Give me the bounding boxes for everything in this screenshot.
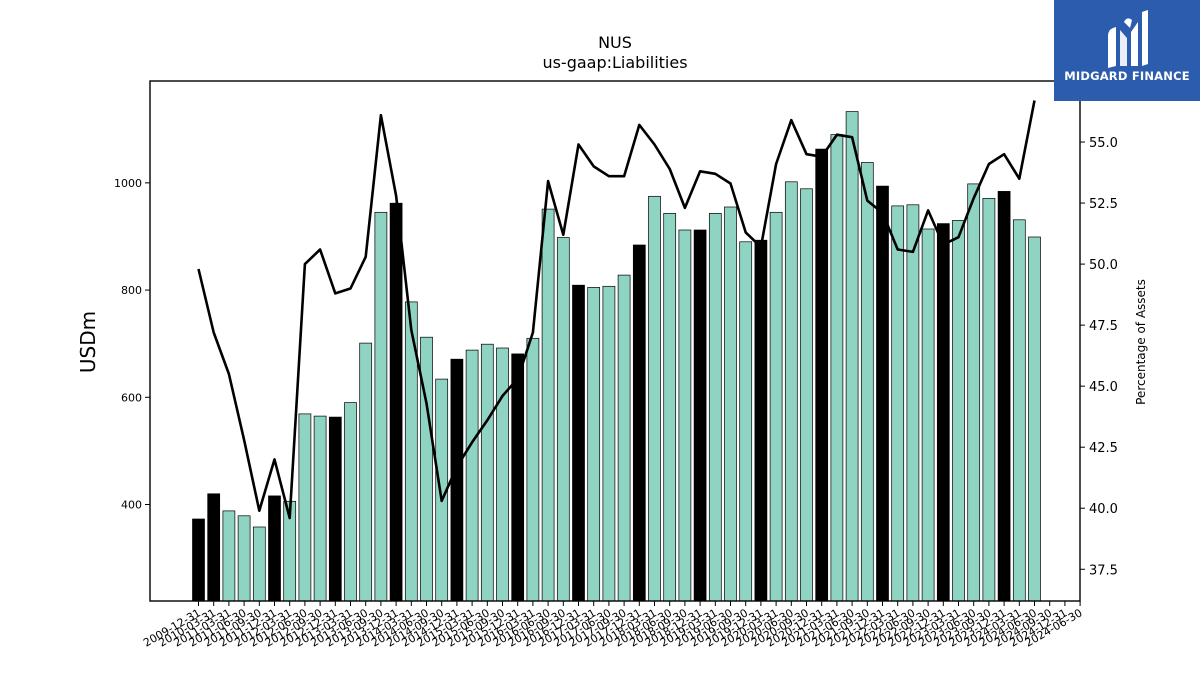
y-axis-label: USDm (76, 311, 100, 373)
bar (252, 526, 266, 602)
logo-text: MIDGARD FINANCE (1064, 69, 1190, 83)
line-series (197, 100, 1036, 520)
bar (192, 518, 205, 602)
bar (693, 229, 707, 602)
bar (906, 204, 920, 602)
bar (359, 342, 373, 602)
chart-subtitle: us-gaap:Liabilities (542, 53, 687, 72)
bar (632, 244, 646, 602)
bar (724, 206, 737, 602)
bar (648, 195, 661, 602)
bar (374, 211, 388, 602)
bar (465, 349, 479, 602)
bar (739, 241, 753, 602)
bar (572, 284, 585, 602)
midgard-logo-icon (1108, 10, 1148, 68)
y2-tick-label: 47.5 (1089, 319, 1118, 334)
bar (511, 353, 525, 602)
y-tick-label: 600 (121, 391, 142, 404)
bar (678, 229, 692, 602)
bar (784, 181, 798, 602)
bar (936, 223, 950, 602)
bar (587, 287, 601, 602)
midgard-finance-logo: MIDGARD FINANCE (1054, 0, 1200, 101)
bar (222, 510, 236, 602)
bar-series (192, 111, 1041, 602)
bar (952, 220, 965, 602)
bar (313, 415, 327, 602)
y-tick-label: 1000 (114, 177, 142, 190)
y2-tick-label: 37.5 (1089, 563, 1118, 578)
bar (754, 239, 768, 602)
bar (876, 185, 889, 602)
bar (982, 198, 996, 602)
y2-axis-label: Percentage of Assets (1134, 279, 1148, 405)
bar (237, 515, 251, 602)
y2-tick-label: 40.0 (1089, 502, 1118, 517)
bar (344, 402, 357, 602)
bar (602, 285, 616, 602)
bar (921, 228, 935, 602)
bar (526, 337, 540, 602)
bar (1012, 219, 1026, 602)
bar (480, 343, 494, 602)
bar (298, 413, 312, 602)
bar (800, 188, 813, 602)
bar (268, 495, 281, 602)
bar (769, 211, 783, 602)
y2-tick-label: 42.5 (1089, 441, 1118, 456)
plot-frame (149, 80, 1081, 602)
y-tick-label: 400 (121, 499, 142, 512)
bar (815, 148, 829, 602)
bar (860, 162, 874, 602)
chart-axes: 400 600 800 1000 37.5 40.0 42.5 45.0 47.5 50.0 52.… (114, 80, 1118, 650)
bar (328, 416, 342, 602)
bar (830, 134, 844, 602)
bar (617, 274, 631, 602)
bar (845, 111, 859, 602)
y2-tick-label: 45.0 (1089, 380, 1118, 395)
y2-tick-label: 52.5 (1089, 197, 1118, 212)
bar (556, 237, 570, 602)
bar (708, 213, 722, 602)
bar (389, 202, 403, 602)
bar (450, 358, 464, 602)
y-tick-label: 800 (121, 284, 142, 297)
bar (496, 347, 509, 602)
bar (207, 493, 221, 602)
bar (663, 213, 677, 602)
bar (541, 208, 555, 602)
y2-tick-label: 55.0 (1089, 136, 1118, 151)
y2-tick-label: 50.0 (1089, 258, 1118, 273)
bar (1028, 236, 1041, 602)
bar (967, 183, 981, 602)
bar (997, 191, 1011, 602)
chart-title: NUS (598, 33, 632, 52)
bar (891, 205, 905, 602)
line-path (197, 100, 1036, 520)
